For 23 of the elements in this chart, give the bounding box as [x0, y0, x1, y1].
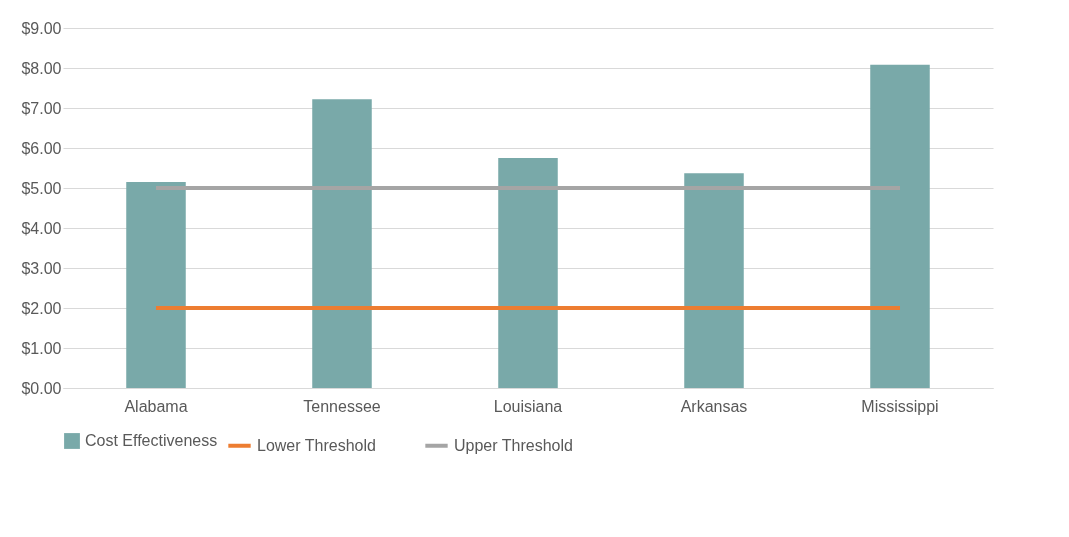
- x-tick-label: Arkansas: [680, 397, 748, 415]
- x-tick-label: Mississippi: [861, 397, 939, 415]
- y-tick-label: $9.00: [21, 19, 62, 37]
- y-tick-label: $5.00: [21, 179, 62, 197]
- y-tick-label: $1.00: [21, 339, 62, 357]
- y-tick-label: $3.00: [21, 259, 62, 277]
- y-tick-label: $2.00: [21, 299, 62, 317]
- y-tick-label: $8.00: [21, 59, 62, 77]
- bar: [498, 158, 558, 388]
- x-tick-label: Alabama: [124, 397, 188, 415]
- legend-label: Cost Effectiveness: [85, 432, 218, 449]
- bar: [684, 173, 744, 388]
- bar: [312, 99, 372, 388]
- legend-label: Lower Threshold: [257, 436, 376, 454]
- y-tick-label: $0.00: [21, 379, 62, 397]
- y-tick-label: $4.00: [21, 219, 62, 237]
- legend-label: Upper Threshold: [454, 436, 573, 454]
- x-tick-label: Tennessee: [303, 397, 381, 415]
- y-tick-label: $6.00: [21, 139, 62, 157]
- bar: [870, 64, 930, 388]
- bar: [126, 182, 186, 388]
- x-tick-label: Louisiana: [493, 397, 563, 415]
- y-tick-label: $7.00: [21, 99, 62, 117]
